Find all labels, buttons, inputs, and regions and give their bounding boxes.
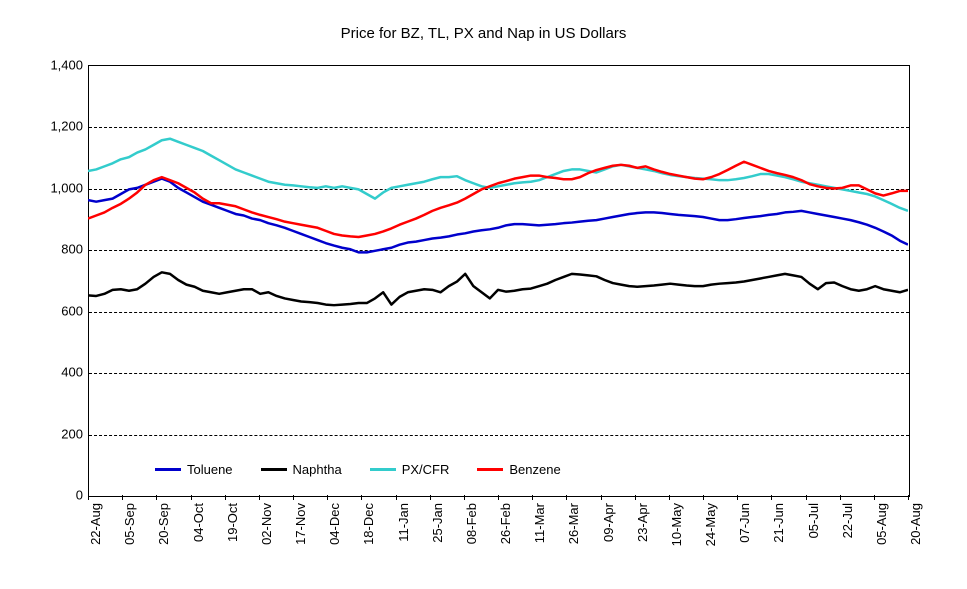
xtick-label: 18-Dec bbox=[361, 503, 376, 553]
legend-item: PX/CFR bbox=[370, 462, 450, 477]
xtick-mark bbox=[771, 495, 772, 500]
chart-title: Price for BZ, TL, PX and Nap in US Dolla… bbox=[0, 25, 967, 42]
ytick-label: 800 bbox=[61, 242, 83, 257]
xtick-mark bbox=[601, 495, 602, 500]
xtick-label: 04-Oct bbox=[191, 503, 206, 553]
xtick-label: 22-Aug bbox=[88, 503, 103, 553]
xtick-mark bbox=[703, 495, 704, 500]
ytick-label: 400 bbox=[61, 365, 83, 380]
legend-label: Benzene bbox=[509, 462, 560, 477]
xtick-mark bbox=[635, 495, 636, 500]
xtick-label: 17-Nov bbox=[293, 503, 308, 553]
ytick-label: 200 bbox=[61, 426, 83, 441]
legend-swatch bbox=[155, 468, 181, 471]
xtick-label: 24-May bbox=[703, 503, 718, 553]
legend-label: Toluene bbox=[187, 462, 233, 477]
legend-label: PX/CFR bbox=[402, 462, 450, 477]
xtick-mark bbox=[122, 495, 123, 500]
xtick-mark bbox=[464, 495, 465, 500]
ytick-label: 1,000 bbox=[50, 180, 83, 195]
series-line-naphtha bbox=[88, 272, 908, 305]
xtick-label: 08-Feb bbox=[464, 503, 479, 553]
xtick-label: 07-Jun bbox=[737, 503, 752, 553]
xtick-mark bbox=[191, 495, 192, 500]
ytick-label: 1,200 bbox=[50, 119, 83, 134]
xtick-label: 02-Nov bbox=[259, 503, 274, 553]
xtick-label: 20-Sep bbox=[156, 503, 171, 553]
xtick-label: 26-Feb bbox=[498, 503, 513, 553]
xtick-mark bbox=[669, 495, 670, 500]
xtick-mark bbox=[361, 495, 362, 500]
xtick-mark bbox=[532, 495, 533, 500]
ytick-label: 600 bbox=[61, 303, 83, 318]
legend-label: Naphtha bbox=[293, 462, 342, 477]
xtick-mark bbox=[498, 495, 499, 500]
xtick-label: 20-Aug bbox=[908, 503, 923, 553]
xtick-label: 11-Mar bbox=[532, 503, 547, 553]
xtick-label: 09-Apr bbox=[601, 503, 616, 553]
xtick-mark bbox=[908, 495, 909, 500]
xtick-mark bbox=[327, 495, 328, 500]
xtick-label: 11-Jan bbox=[396, 503, 411, 553]
xtick-mark bbox=[737, 495, 738, 500]
xtick-mark bbox=[156, 495, 157, 500]
xtick-label: 22-Jul bbox=[840, 503, 855, 553]
series-line-toluene bbox=[88, 179, 908, 253]
ytick-label: 0 bbox=[76, 488, 83, 503]
xtick-mark bbox=[225, 495, 226, 500]
xtick-label: 23-Apr bbox=[635, 503, 650, 553]
xtick-label: 05-Jul bbox=[806, 503, 821, 553]
legend-swatch bbox=[370, 468, 396, 471]
xtick-mark bbox=[840, 495, 841, 500]
xtick-mark bbox=[259, 495, 260, 500]
xtick-label: 26-Mar bbox=[566, 503, 581, 553]
xtick-mark bbox=[430, 495, 431, 500]
series-line-benzene bbox=[88, 162, 908, 237]
legend-item: Toluene bbox=[155, 462, 233, 477]
xtick-label: 05-Aug bbox=[874, 503, 889, 553]
legend-item: Benzene bbox=[477, 462, 560, 477]
legend-item: Naphtha bbox=[261, 462, 342, 477]
legend-swatch bbox=[477, 468, 503, 471]
chart-lines bbox=[88, 65, 908, 495]
chart-container: Price for BZ, TL, PX and Nap in US Dolla… bbox=[0, 0, 967, 589]
xtick-mark bbox=[806, 495, 807, 500]
xtick-mark bbox=[88, 495, 89, 500]
ytick-label: 1,400 bbox=[50, 58, 83, 73]
xtick-mark bbox=[396, 495, 397, 500]
xtick-label: 04-Dec bbox=[327, 503, 342, 553]
xtick-mark bbox=[874, 495, 875, 500]
xtick-mark bbox=[293, 495, 294, 500]
xtick-label: 25-Jan bbox=[430, 503, 445, 553]
xtick-label: 21-Jun bbox=[771, 503, 786, 553]
xtick-label: 19-Oct bbox=[225, 503, 240, 553]
xtick-mark bbox=[566, 495, 567, 500]
legend: Toluene Naphtha PX/CFR Benzene bbox=[155, 462, 561, 477]
xtick-label: 10-May bbox=[669, 503, 684, 553]
legend-swatch bbox=[261, 468, 287, 471]
xtick-label: 05-Sep bbox=[122, 503, 137, 553]
